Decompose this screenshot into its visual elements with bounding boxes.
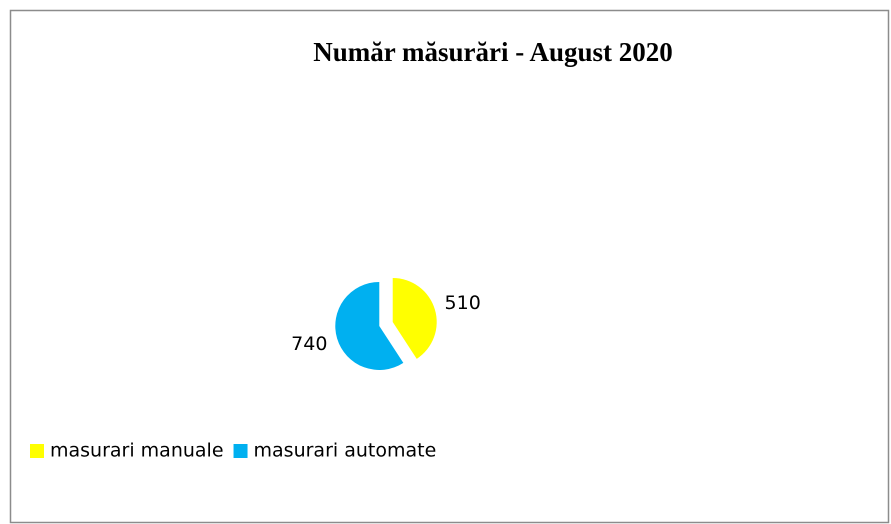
pie-slice [392,278,437,359]
legend-swatch [30,444,44,458]
chart-border [9,9,890,524]
legend-swatch [233,444,248,458]
legend-label: masurari automate [254,440,437,462]
data-label: 740 [291,333,327,355]
legend-label: masurari manuale [50,440,224,462]
data-label: 510 [445,292,481,314]
pie-slice [335,281,404,370]
chart-title: Număr măsurări - August 2020 [313,37,673,67]
